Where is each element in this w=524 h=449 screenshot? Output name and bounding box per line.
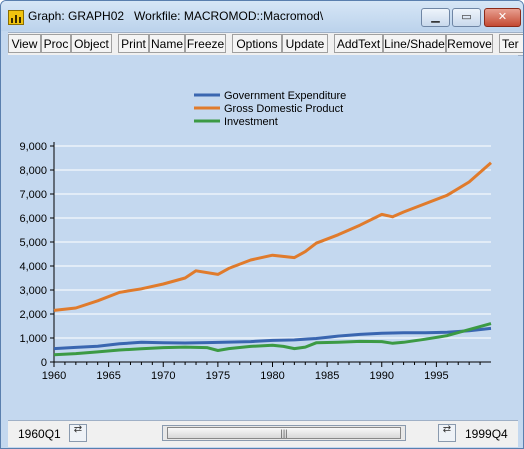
x-tick-label: 1985 bbox=[315, 370, 339, 382]
arrow-left-icon[interactable]: ⇄ bbox=[69, 424, 87, 442]
proc-button[interactable]: Proc bbox=[41, 34, 71, 53]
view-button[interactable]: View bbox=[8, 34, 41, 53]
x-tick-label: 1965 bbox=[96, 370, 120, 382]
y-tick-label: 4,000 bbox=[19, 261, 47, 273]
title-bar[interactable]: Graph: GRAPH02 Workfile: MACROMOD::Macro… bbox=[1, 1, 523, 31]
arrow-right-icon[interactable]: ⇄ bbox=[438, 424, 456, 442]
window-title: Graph: GRAPH02 Workfile: MACROMOD::Macro… bbox=[28, 9, 324, 23]
series-line-3 bbox=[53, 322, 492, 357]
x-tick-label: 1970 bbox=[151, 370, 175, 382]
update-button[interactable]: Update bbox=[282, 34, 328, 53]
options-button[interactable]: Options bbox=[232, 34, 282, 53]
legend-label: Investment bbox=[224, 116, 278, 128]
addtext-button[interactable]: AddText bbox=[334, 34, 383, 53]
graph-toolbar: View Proc Object Print Name Freeze Optio… bbox=[8, 32, 523, 56]
scroll-thumb[interactable]: ||| bbox=[167, 427, 401, 439]
y-tick-label: 5,000 bbox=[19, 237, 47, 249]
x-tick-label: 1960 bbox=[42, 370, 66, 382]
y-tick-label: 6,000 bbox=[19, 213, 47, 225]
graph-plot-area[interactable]: 0 1,000 2,000 3,000 4,000 5,000 6,000 7,000 8,00… bbox=[8, 55, 518, 418]
remove-button[interactable]: Remove bbox=[446, 34, 493, 53]
axes: 0 1,000 2,000 3,000 4,000 5,000 6,000 7,000 8,00… bbox=[19, 141, 491, 382]
graph-app-icon bbox=[8, 10, 24, 25]
y-tick-label: 3,000 bbox=[19, 285, 47, 297]
close-button[interactable]: ✕ bbox=[484, 8, 521, 27]
object-button[interactable]: Object bbox=[71, 34, 112, 53]
y-tick-label: 8,000 bbox=[19, 165, 47, 177]
legend-label: Government Expenditure bbox=[224, 90, 346, 102]
legend-label: Gross Domestic Product bbox=[224, 103, 343, 115]
y-tick-label: 2,000 bbox=[19, 309, 47, 321]
x-tick-label: 1975 bbox=[206, 370, 230, 382]
x-tick-label: 1995 bbox=[424, 370, 448, 382]
line-chart[interactable]: 0 1,000 2,000 3,000 4,000 5,000 6,000 7,000 8,00… bbox=[8, 55, 518, 418]
template-button[interactable]: Ter bbox=[499, 34, 523, 53]
y-tick-label: 1,000 bbox=[19, 333, 47, 345]
minimize-button[interactable]: ▁ bbox=[421, 8, 450, 27]
line-shade-button[interactable]: Line/Shade bbox=[383, 34, 446, 53]
series-lines bbox=[53, 161, 492, 357]
y-tick-label: 0 bbox=[41, 357, 47, 369]
start-date-label: 1960Q1 bbox=[18, 427, 61, 441]
name-button[interactable]: Name bbox=[149, 34, 185, 53]
x-tick-label: 1980 bbox=[260, 370, 284, 382]
x-tick-label: 1990 bbox=[370, 370, 394, 382]
sample-bar: 1960Q1 ⇄ ||| ⇄ 1999Q4 bbox=[8, 420, 518, 447]
freeze-button[interactable]: Freeze bbox=[185, 34, 226, 53]
maximize-button[interactable]: ▭ bbox=[452, 8, 481, 27]
print-button[interactable]: Print bbox=[118, 34, 149, 53]
end-date-label: 1999Q4 bbox=[465, 427, 508, 441]
gridlines bbox=[54, 145, 491, 339]
sample-scrollbar[interactable]: ||| bbox=[162, 425, 406, 441]
series-line-2 bbox=[53, 161, 492, 312]
y-tick-label: 7,000 bbox=[19, 189, 47, 201]
y-tick-label: 9,000 bbox=[19, 141, 47, 153]
series-line-1 bbox=[53, 326, 492, 351]
